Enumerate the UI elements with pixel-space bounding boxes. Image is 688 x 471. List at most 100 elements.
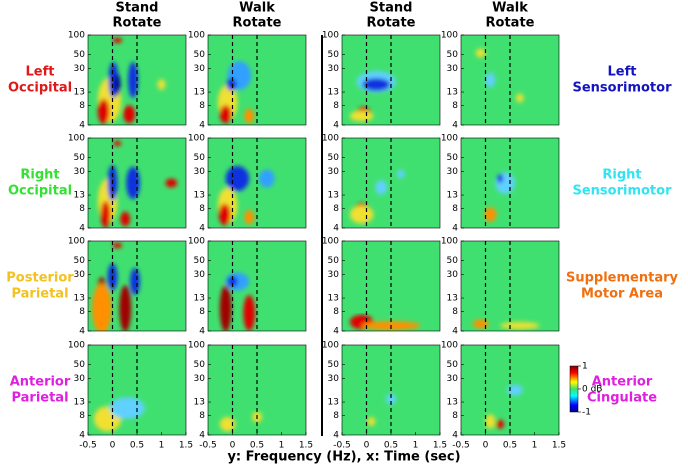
x-tick-label: 1 xyxy=(159,441,165,451)
panel-frame xyxy=(207,137,307,229)
panel: 4 8 13 30 50 100 xyxy=(68,134,187,234)
y-tick-label: 30 xyxy=(194,270,206,280)
y-tick-label: 100 xyxy=(188,134,205,144)
row-label: Occipital xyxy=(8,184,72,199)
y-tick-label: 50 xyxy=(194,50,206,60)
activity-blob xyxy=(219,285,232,331)
y-tick-label: 30 xyxy=(328,374,340,384)
x-tick-label: 1.5 xyxy=(433,441,447,451)
activity xyxy=(219,272,256,331)
row-label: Sensorimotor xyxy=(572,184,672,199)
y-tick-label: 4 xyxy=(79,431,85,441)
y-tick-label: 13 xyxy=(328,294,339,304)
y-tick-label: 100 xyxy=(322,31,339,41)
y-tick-label: 4 xyxy=(452,121,458,131)
activity-blob xyxy=(126,166,140,200)
panel: 4 8 13 30 50 100 xyxy=(441,134,560,234)
x-tick-label: 0 xyxy=(230,441,236,451)
activity-blob xyxy=(226,78,237,91)
column-title: Stand xyxy=(370,1,413,16)
activity-blob xyxy=(128,62,138,98)
y-tick-label: 13 xyxy=(74,191,85,201)
x-tick-label: -0.5 xyxy=(79,441,97,451)
y-tick-label: 100 xyxy=(188,31,205,41)
column-title: Rotate xyxy=(113,16,162,31)
y-tick-label: 13 xyxy=(194,294,205,304)
activity-blob xyxy=(112,37,123,44)
x-tick-label: 0.5 xyxy=(130,441,144,451)
row-label: Cingulate xyxy=(587,391,657,406)
y-tick-label: 30 xyxy=(74,64,86,74)
x-axis-label: y: Frequency (Hz), x: Time (sec) xyxy=(227,450,460,465)
y-tick-label: 50 xyxy=(447,360,459,370)
x-tick-label: -0.5 xyxy=(199,441,217,451)
activity-blob xyxy=(225,165,250,192)
y-tick-label: 100 xyxy=(188,341,205,351)
row-label: Anterior xyxy=(10,375,71,390)
panel: 4 8 13 30 50 100 xyxy=(322,237,441,337)
y-tick-label: 13 xyxy=(74,294,85,304)
y-tick-label: 13 xyxy=(447,88,458,98)
panel-frame xyxy=(341,34,441,126)
y-tick-label: 50 xyxy=(447,50,459,60)
y-tick-label: 8 xyxy=(199,307,205,317)
x-tick-label: 0.5 xyxy=(384,441,398,451)
panel: 4 8 13 30 50 100 xyxy=(441,31,560,131)
activity-blob xyxy=(396,169,405,179)
column-title: Rotate xyxy=(367,16,416,31)
y-tick-label: 100 xyxy=(441,134,458,144)
activity-blob xyxy=(157,79,166,90)
y-tick-label: 50 xyxy=(74,360,86,370)
colorbar xyxy=(569,365,579,413)
column-title: Rotate xyxy=(486,16,535,31)
y-tick-label: 4 xyxy=(333,121,339,131)
panel: 4 8 13 30 50 100 -0.5 0 0.5 1 1.5 xyxy=(441,341,566,451)
y-tick-label: 100 xyxy=(322,341,339,351)
column-title: Walk xyxy=(239,1,275,16)
activity-blob xyxy=(244,108,255,124)
y-tick-label: 4 xyxy=(199,431,205,441)
y-tick-label: 4 xyxy=(79,224,85,234)
y-tick-label: 4 xyxy=(199,327,205,337)
row-label: Posterior xyxy=(6,271,74,286)
activity xyxy=(475,48,524,103)
y-tick-label: 50 xyxy=(194,360,206,370)
activity-blob xyxy=(485,72,496,88)
activity xyxy=(349,314,421,331)
y-tick-label: 50 xyxy=(328,360,340,370)
colorbar-label: -1 xyxy=(582,408,591,418)
activity-blob xyxy=(367,417,376,426)
y-tick-label: 8 xyxy=(79,101,85,111)
y-tick-label: 8 xyxy=(199,411,205,421)
y-tick-label: 100 xyxy=(441,237,458,247)
y-tick-label: 100 xyxy=(188,237,205,247)
y-tick-label: 8 xyxy=(333,204,339,214)
panel-frame xyxy=(87,34,187,126)
y-tick-label: 13 xyxy=(447,294,458,304)
y-tick-label: 4 xyxy=(333,224,339,234)
panel-frame xyxy=(460,34,560,126)
row-label: Right xyxy=(20,168,59,183)
activity-blob xyxy=(97,98,110,125)
activity xyxy=(97,37,166,125)
x-tick-label: 1 xyxy=(279,441,285,451)
activity-blob xyxy=(219,105,232,124)
activity-blob xyxy=(349,205,374,224)
activity xyxy=(485,384,523,429)
y-tick-label: 8 xyxy=(333,101,339,111)
y-tick-label: 50 xyxy=(74,256,86,266)
y-tick-label: 50 xyxy=(447,153,459,163)
y-tick-label: 8 xyxy=(199,101,205,111)
row-label: Parietal xyxy=(11,391,68,406)
row-label: Anterior xyxy=(592,375,653,390)
activity-blob xyxy=(258,169,275,188)
y-tick-label: 8 xyxy=(333,307,339,317)
y-tick-label: 30 xyxy=(328,270,340,280)
y-tick-label: 50 xyxy=(74,153,86,163)
y-tick-label: 100 xyxy=(322,237,339,247)
activity-blob xyxy=(500,322,540,330)
panel: 4 8 13 30 50 100 -0.5 0 0.5 1 1.5 xyxy=(322,341,447,451)
activity xyxy=(217,165,275,226)
panel-frame xyxy=(87,137,187,229)
y-tick-label: 30 xyxy=(194,374,206,384)
